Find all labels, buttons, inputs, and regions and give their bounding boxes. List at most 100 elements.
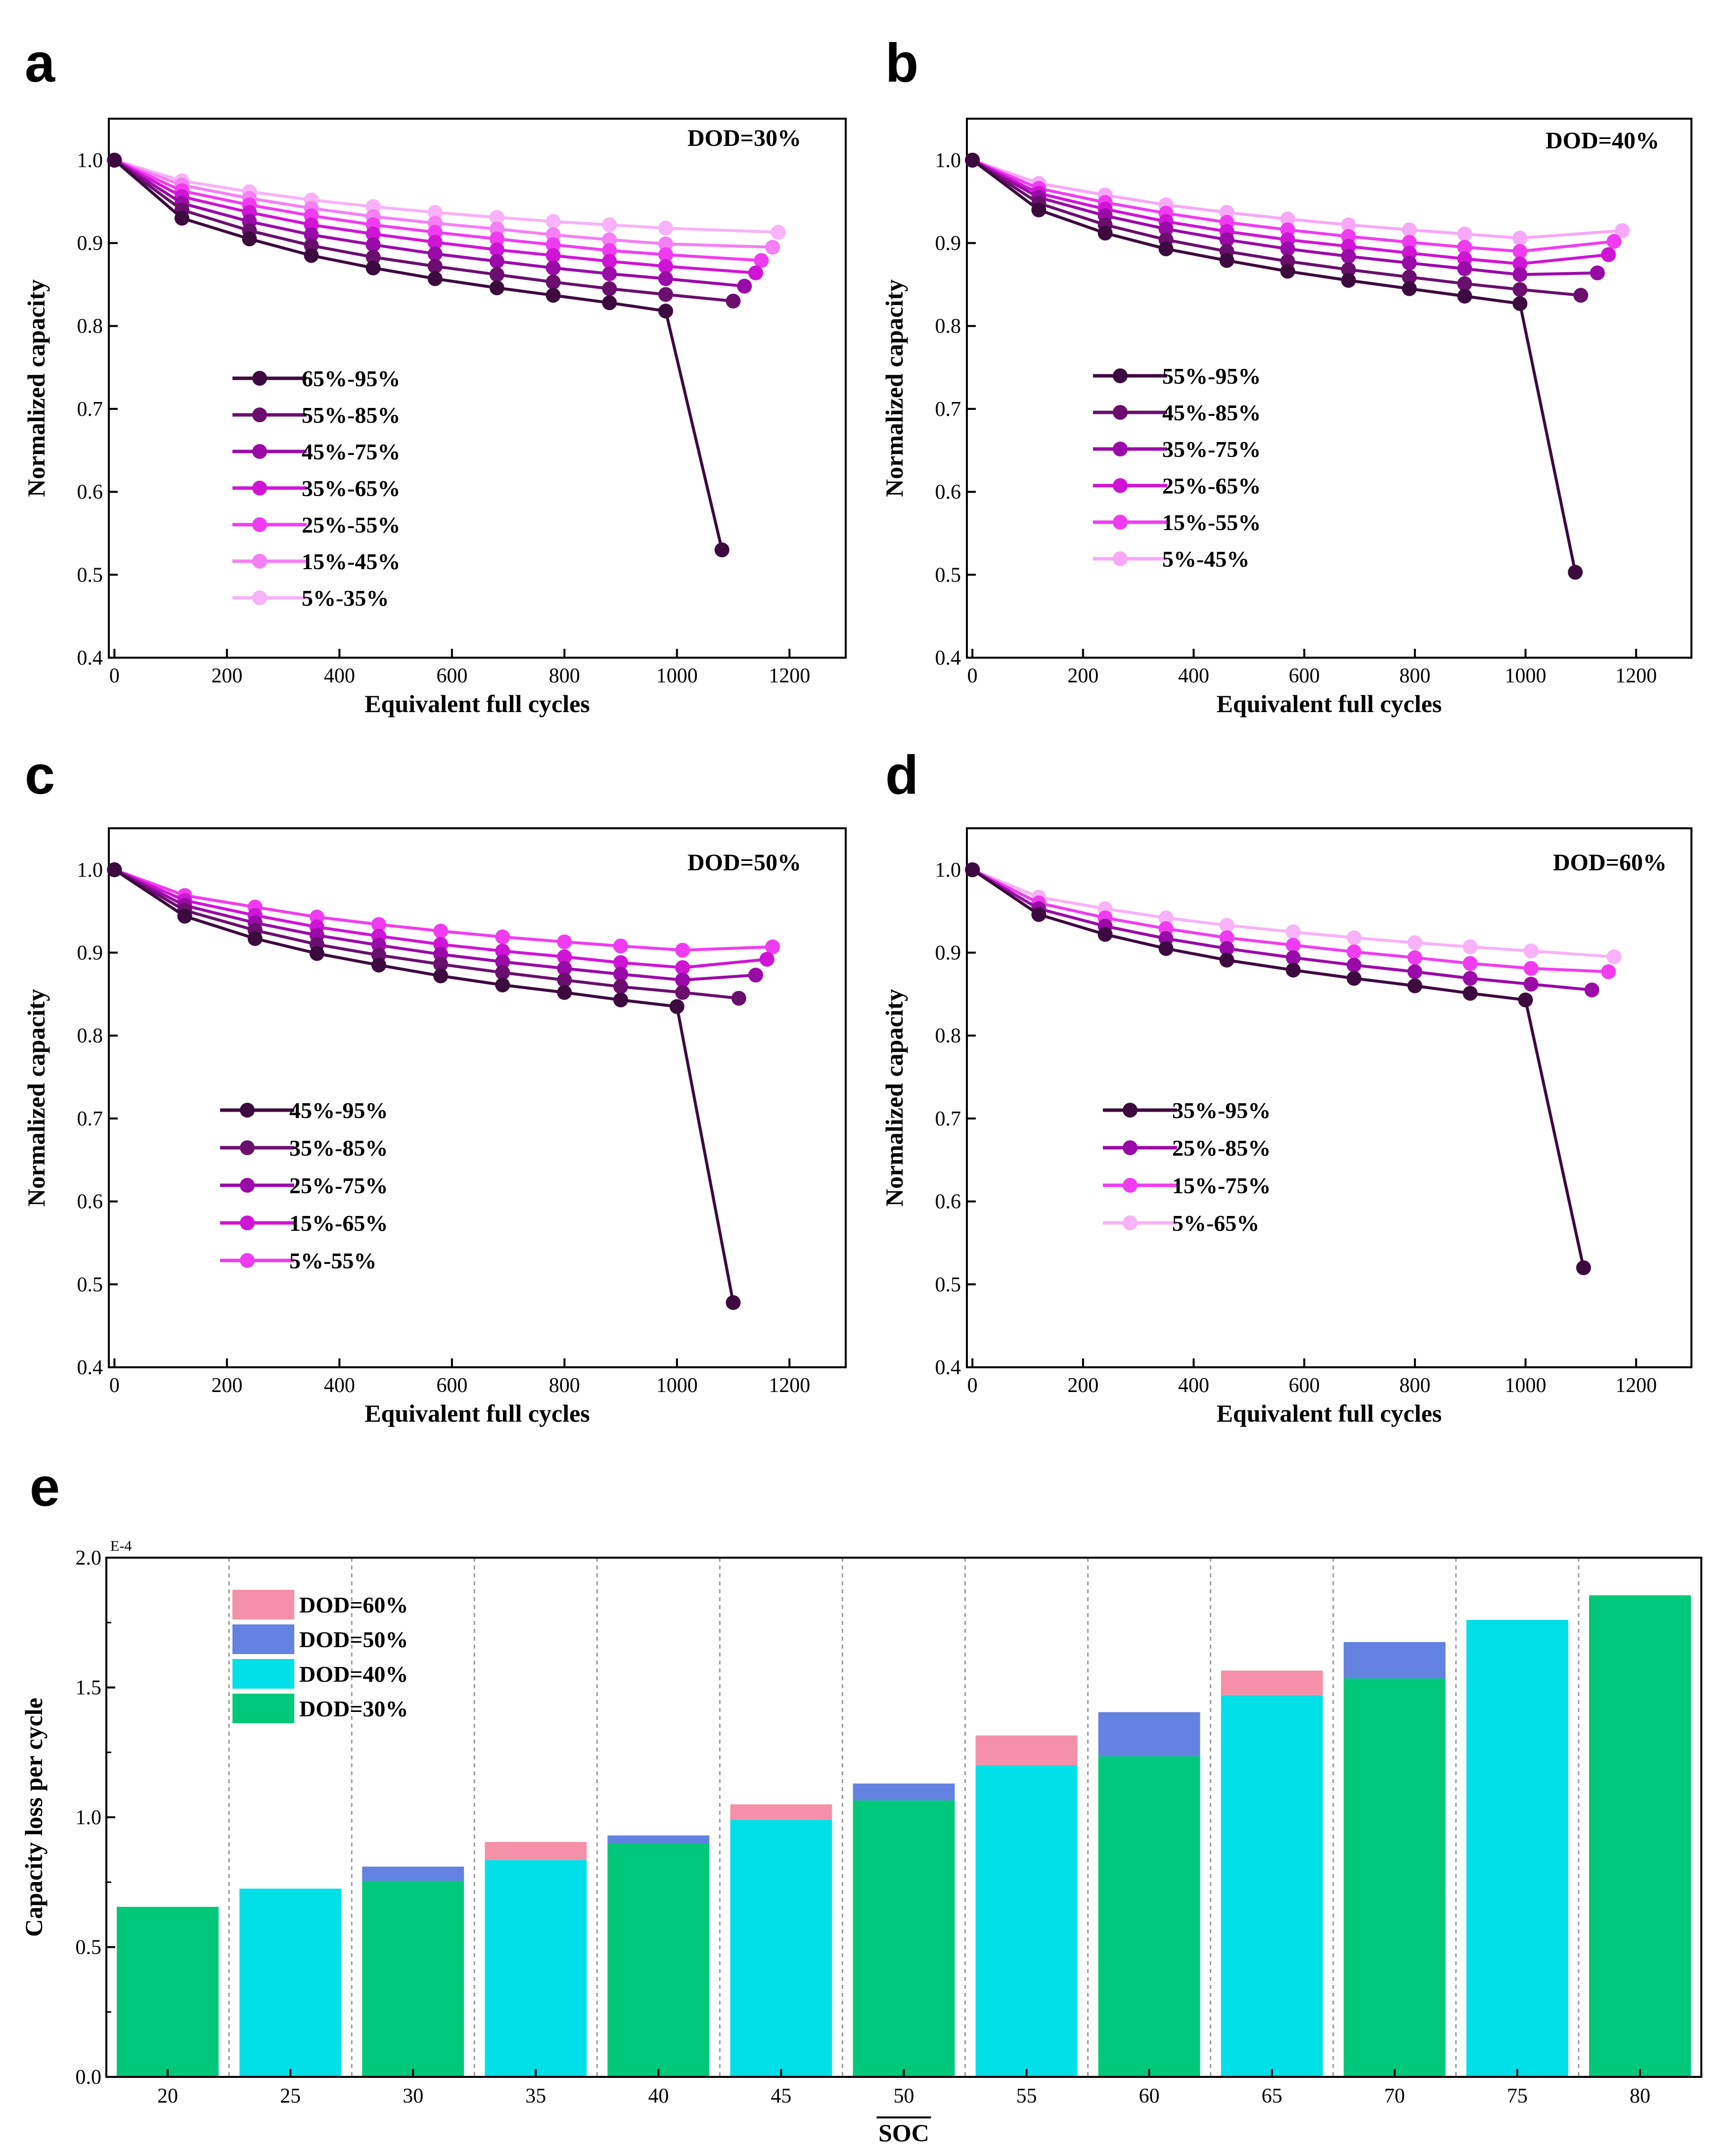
- bar-segment: [607, 1843, 710, 2077]
- y-tick-label: 0.4: [77, 647, 103, 670]
- data-point: [765, 239, 780, 255]
- data-point: [737, 278, 752, 294]
- data-point: [495, 943, 510, 959]
- legend-marker: [252, 590, 267, 605]
- bar-segment: [1343, 1642, 1446, 1679]
- x-tick-label: 0: [967, 1374, 978, 1397]
- data-point: [1601, 964, 1616, 980]
- panel-letter-d: d: [885, 745, 918, 806]
- series-line: [972, 158, 1623, 240]
- x-tick-label: 25: [280, 2085, 301, 2108]
- y-tick-label: 0.8: [935, 315, 961, 338]
- data-point: [1219, 232, 1234, 247]
- line-chart-c: 0.4 0.5 0.6 0.7 0.8 0.9 1.0 0 200 400 600 800 1000 12…: [22, 827, 847, 1427]
- y-axis-title: Normalized capacity: [22, 989, 50, 1207]
- data-point: [427, 234, 443, 250]
- legend-swatch: [232, 1694, 294, 1723]
- data-point: [658, 259, 674, 274]
- y-tick-label: 0.8: [77, 315, 103, 338]
- y-tick-label: 1.0: [77, 859, 103, 882]
- data-point: [1462, 971, 1478, 986]
- data-point: [427, 259, 443, 274]
- data-point: [1402, 234, 1417, 250]
- data-point: [371, 917, 386, 932]
- legend-marker: [1113, 551, 1128, 566]
- data-point: [495, 929, 510, 944]
- data-point: [726, 293, 741, 309]
- data-point: [546, 248, 561, 263]
- data-point: [107, 152, 122, 168]
- data-point: [1402, 281, 1417, 296]
- dod-annotation: DOD=40%: [1546, 128, 1659, 154]
- y-tick-label: 0.6: [935, 1191, 961, 1213]
- data-point: [433, 957, 449, 972]
- y-tick-label: 1.5: [76, 1677, 102, 1700]
- legend-label: 65%-95%: [302, 366, 400, 391]
- legend-marker: [1123, 1215, 1138, 1230]
- data-point: [557, 972, 572, 988]
- data-point: [1285, 938, 1301, 953]
- data-point: [557, 934, 572, 949]
- data-point: [1407, 935, 1422, 950]
- data-point: [1158, 910, 1174, 926]
- legend-label: 35%-85%: [289, 1135, 388, 1161]
- data-point: [1523, 943, 1539, 959]
- y-tick-label: 0.9: [77, 232, 103, 255]
- y-tick-label: 0.6: [935, 481, 961, 504]
- data-point: [1158, 222, 1174, 237]
- data-point: [495, 965, 510, 980]
- data-point: [1590, 265, 1605, 280]
- legend-label: 15%-45%: [302, 549, 400, 574]
- plot-frame: [108, 827, 847, 1368]
- data-point: [1341, 217, 1356, 232]
- data-point: [602, 243, 617, 258]
- x-tick-label: 400: [1178, 1374, 1209, 1397]
- dod-annotation: DOD=50%: [687, 850, 801, 876]
- y-tick-label: 0.5: [76, 1936, 102, 1959]
- data-point: [247, 931, 263, 946]
- legend-marker: [1123, 1140, 1138, 1155]
- bar-segment: [975, 1765, 1078, 2077]
- data-point: [1584, 983, 1599, 997]
- legend-marker: [240, 1215, 255, 1230]
- data-point: [602, 281, 617, 296]
- legend-label: DOD=50%: [299, 1627, 408, 1652]
- bar-segment: [1466, 1620, 1568, 2077]
- data-point: [1402, 270, 1417, 285]
- data-point: [1097, 927, 1113, 942]
- data-point: [1462, 986, 1478, 1001]
- x-tick-label: 1000: [1505, 1374, 1547, 1397]
- y-axis-title: Normalized capacity: [880, 279, 908, 497]
- dod-annotation: DOD=60%: [1553, 850, 1667, 876]
- bar-segment: [362, 1866, 464, 1881]
- x-tick-label: 50: [894, 2085, 914, 2108]
- legend-marker: [240, 1178, 255, 1193]
- data-point: [1512, 230, 1528, 246]
- data-point: [495, 977, 510, 992]
- data-point: [1457, 261, 1472, 276]
- x-tick-label: 0: [109, 665, 120, 687]
- legend-marker: [252, 554, 267, 569]
- x-axis-title: Equivalent full cycles: [364, 690, 590, 718]
- data-point: [1523, 961, 1539, 976]
- data-point: [309, 946, 324, 961]
- data-point: [1031, 907, 1047, 922]
- data-point: [1219, 952, 1234, 968]
- data-point: [675, 985, 690, 1000]
- x-tick-label: 1200: [1615, 665, 1657, 687]
- y-tick-label: 0.5: [77, 1273, 103, 1296]
- bar-segment: [975, 1735, 1078, 1765]
- data-point: [1402, 222, 1417, 237]
- x-tick-label: 1200: [769, 665, 810, 687]
- bar-segment: [1098, 1756, 1200, 2077]
- x-axis-title: Equivalent full cycles: [1217, 1399, 1442, 1427]
- x-tick-label: 55: [1016, 2085, 1037, 2108]
- data-point: [613, 939, 629, 954]
- data-point: [489, 280, 504, 296]
- x-tick-label: 200: [211, 1374, 242, 1397]
- data-point: [177, 908, 192, 924]
- line-chart-d: 0.4 0.5 0.6 0.7 0.8 0.9 1.0 0 200 400 600 800 1000 12…: [880, 827, 1692, 1427]
- data-point: [714, 542, 729, 557]
- bar-segment: [730, 1804, 832, 1820]
- x-tick-label: 600: [436, 1374, 467, 1397]
